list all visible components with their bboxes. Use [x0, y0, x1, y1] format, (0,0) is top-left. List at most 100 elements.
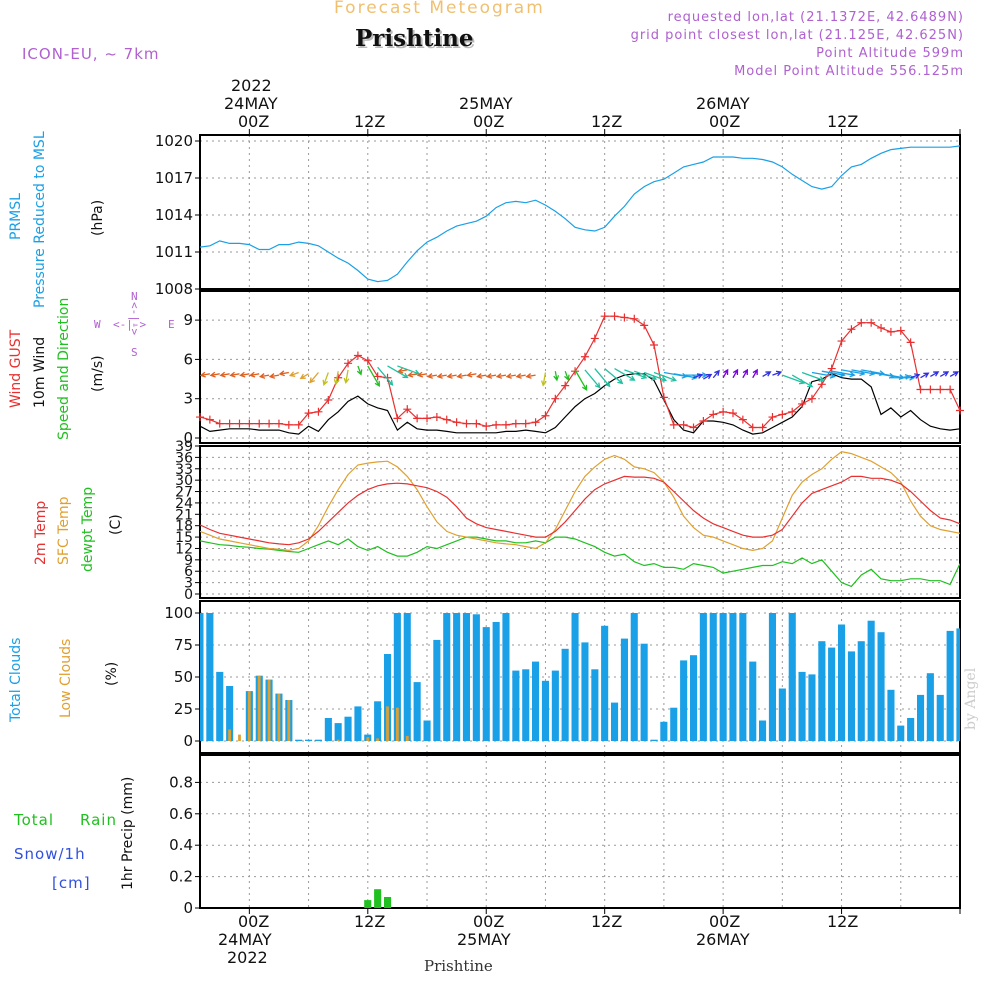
wind-direction-arrow	[841, 369, 866, 377]
y-tick-label: 0.2	[169, 868, 193, 886]
total-clouds-bar	[620, 638, 628, 741]
wind-direction-arrow	[791, 374, 814, 388]
wind-gust-marker	[393, 414, 402, 423]
wind-gust-marker	[373, 372, 382, 381]
wind-gust-marker	[738, 415, 747, 424]
total-clouds-bar	[216, 671, 224, 741]
wind-direction-arrow	[219, 371, 230, 378]
low-clouds-bar	[277, 693, 281, 741]
wind-direction-arrow	[249, 371, 260, 378]
wind-gust-marker	[403, 405, 412, 414]
wind-direction-arrow	[772, 370, 783, 377]
wind-label-line3: Speed and Direction	[56, 297, 72, 440]
total-clouds-bar	[828, 647, 836, 741]
wind-direction-arrow	[515, 373, 526, 379]
total-clouds-bar	[295, 739, 303, 741]
wind-gust-marker	[600, 312, 609, 321]
wind-gust-marker	[886, 327, 895, 336]
total-clouds-bar	[305, 739, 313, 741]
wind-gust-marker	[817, 380, 826, 389]
wind-direction-arrow	[525, 373, 536, 379]
wind-direction-arrow	[890, 374, 916, 381]
sfc-temp-series-line	[200, 451, 960, 552]
wind-direction-arrow	[299, 373, 309, 379]
y-tick-label: 15	[175, 530, 193, 546]
wind-gust-marker	[679, 420, 688, 429]
total-clouds-bar	[768, 613, 776, 741]
panel-frame	[199, 600, 961, 754]
wind-gust-marker	[245, 419, 254, 428]
grid-point-coords: grid point closest lon,lat (21.125E, 42.…	[630, 28, 964, 43]
pressure-unit: (hPa)	[90, 199, 106, 236]
pressure-label-line2: Pressure Reduced to MSL	[32, 131, 48, 308]
total-clouds-bar	[778, 688, 786, 741]
wind-direction-arrow	[930, 371, 940, 377]
wind-gust-marker	[926, 385, 935, 394]
y-tick-label: 1017	[155, 169, 193, 187]
total-clouds-bar	[690, 655, 698, 741]
y-tick-label: 6	[184, 564, 193, 580]
total-clouds-bar	[226, 686, 234, 741]
y-tick-label: 18	[175, 519, 193, 535]
y-tick-label: 0	[183, 429, 193, 447]
wind-direction-arrow	[959, 375, 960, 377]
wind-gust-marker	[659, 393, 668, 402]
wind-label-line2: 10m Wind	[32, 336, 48, 408]
wind-gust-marker	[916, 385, 925, 394]
y-tick-label: 50	[174, 668, 193, 686]
total-clouds-bar	[433, 639, 441, 741]
wind-direction-arrow	[367, 365, 380, 388]
y-tick-label: 1008	[155, 280, 193, 298]
wind-gust-marker	[728, 409, 737, 418]
wind-direction-arrow	[200, 373, 201, 375]
total-clouds-bar	[877, 632, 885, 741]
y-tick-label: 1020	[155, 132, 193, 150]
watermark-title: Forecast Meteogram	[334, 0, 545, 18]
wind-gust-marker	[413, 414, 422, 423]
wind-gust-marker	[324, 396, 333, 405]
panel-frame	[199, 134, 961, 290]
total-clouds-bar	[354, 706, 362, 741]
wind-gust-marker	[196, 413, 204, 422]
total-clouds-bar	[472, 614, 480, 741]
pressure-series-line	[200, 145, 960, 283]
total-clouds-bar	[512, 670, 520, 741]
total-clouds-bar	[709, 613, 717, 741]
low-clouds-bar	[396, 707, 399, 741]
temp-unit: (C)	[108, 514, 124, 535]
wind-gust-marker	[936, 385, 945, 394]
total-clouds-bar	[838, 624, 846, 741]
wind-direction-arrow	[811, 371, 836, 379]
wind-direction-arrow	[624, 369, 648, 380]
wind-direction-arrow	[343, 369, 350, 385]
wind-direction-arrow	[900, 373, 911, 380]
wind-gust-marker	[363, 356, 372, 365]
total-clouds-bar	[551, 670, 559, 741]
total-clouds-bar	[897, 725, 905, 741]
total-clouds-bar	[788, 613, 796, 741]
total-clouds-bar	[275, 693, 283, 741]
wind-direction-arrow	[406, 371, 418, 378]
wind-gust-marker	[492, 420, 501, 429]
total-clouds-bar	[200, 613, 204, 741]
wind-direction-arrow	[309, 372, 319, 384]
total-clouds-bar	[611, 702, 619, 741]
top-year: 2022	[231, 76, 272, 95]
wind-gust-marker	[807, 394, 816, 403]
low-clouds-bar	[376, 738, 379, 741]
wind-direction-arrow	[278, 370, 289, 377]
clouds-label-line2: Low Clouds	[58, 638, 74, 718]
bottom-hour-label: 00Z	[473, 912, 505, 931]
wind-direction-arrow	[604, 368, 624, 385]
wind-direction-arrow	[397, 365, 421, 376]
total-clouds-bar	[601, 625, 609, 741]
wind-direction-arrow	[683, 372, 708, 379]
wind-direction-arrow	[436, 373, 447, 379]
rain-bar	[384, 897, 392, 908]
total-clouds-bar	[917, 694, 925, 741]
y-tick-label: 1014	[155, 206, 193, 224]
wind-direction-arrow	[634, 370, 658, 381]
wind-gust-marker	[314, 407, 323, 416]
wind-gust-marker	[472, 419, 481, 428]
bottom-hour-label: 00Z	[709, 912, 741, 931]
